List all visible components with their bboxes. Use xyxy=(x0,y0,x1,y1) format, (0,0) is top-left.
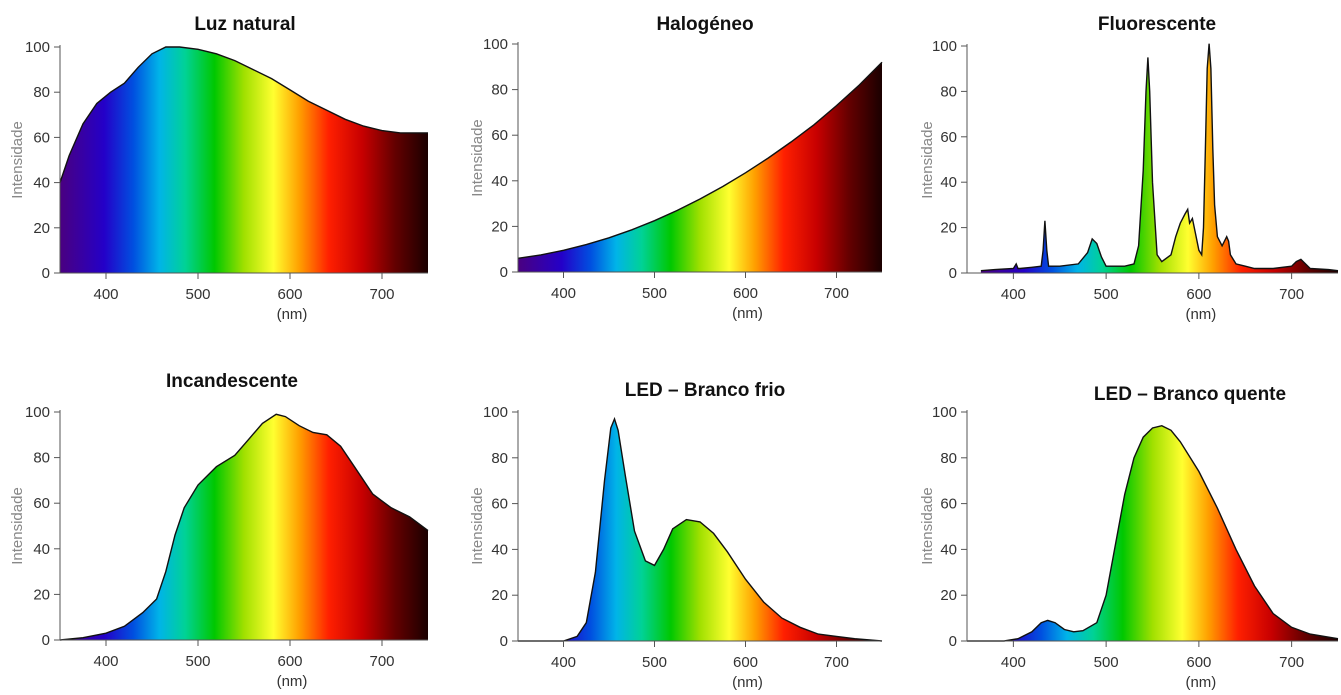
y-tick-label: 20 xyxy=(33,220,50,237)
y-tick-label: 20 xyxy=(940,587,957,604)
x-tick-label: 600 xyxy=(733,654,758,671)
x-axis-label: (nm) xyxy=(277,673,308,690)
y-tick-label: 100 xyxy=(932,404,957,421)
y-tick-label: 60 xyxy=(940,496,957,513)
y-axis-label: Intensidade xyxy=(469,119,486,197)
y-tick-label: 0 xyxy=(42,265,50,282)
x-axis-label: (nm) xyxy=(732,305,763,322)
y-tick-label: 80 xyxy=(33,84,50,101)
y-tick-label: 0 xyxy=(949,265,957,282)
x-tick-label: 500 xyxy=(1094,286,1119,303)
y-tick-label: 40 xyxy=(940,541,957,558)
y-tick-label: 20 xyxy=(940,220,957,237)
spectrum-area xyxy=(518,418,882,641)
x-tick-label: 400 xyxy=(93,286,118,303)
chart-title: LED – Branco frio xyxy=(625,380,785,401)
chart-title: Incandescente xyxy=(166,371,298,392)
x-tick-label: 700 xyxy=(1279,654,1304,671)
y-tick-label: 20 xyxy=(491,587,508,604)
y-tick-label: 100 xyxy=(483,404,508,421)
x-tick-label: 500 xyxy=(185,286,210,303)
y-axis-label: Intensidade xyxy=(9,121,26,199)
x-tick-label: 600 xyxy=(277,653,302,670)
x-tick-label: 400 xyxy=(1001,286,1026,303)
x-tick-label: 400 xyxy=(551,654,576,671)
x-tick-label: 400 xyxy=(551,285,576,302)
spectrum-curve xyxy=(59,413,429,641)
y-tick-label: 0 xyxy=(42,632,50,649)
chart-title: Halogéneo xyxy=(656,14,753,35)
x-tick-label: 600 xyxy=(733,285,758,302)
x-tick-label: 400 xyxy=(1001,654,1026,671)
y-tick-label: 100 xyxy=(25,404,50,421)
x-tick-label: 700 xyxy=(824,654,849,671)
x-tick-label: 700 xyxy=(824,285,849,302)
spectrum-curve xyxy=(518,416,883,642)
y-tick-label: 40 xyxy=(491,541,508,558)
spectrum-panel-6: LED – Branco quente 0 20 40 60 80 100 400 500 600… xyxy=(919,384,1339,691)
spectrum-panel-3: Fluorescente 0 20 40 60 80 100 400 500 600 700 (nm)… xyxy=(919,14,1339,323)
y-tick-label: 100 xyxy=(932,38,957,55)
x-tick-label: 600 xyxy=(1186,286,1211,303)
y-tick-label: 80 xyxy=(33,450,50,467)
spectrum-area xyxy=(60,414,428,640)
x-tick-label: 600 xyxy=(1186,654,1211,671)
y-tick-label: 0 xyxy=(500,633,508,650)
y-tick-label: 40 xyxy=(491,173,508,190)
y-tick-label: 60 xyxy=(33,495,50,512)
x-axis-label: (nm) xyxy=(732,674,763,691)
x-axis-label: (nm) xyxy=(1185,674,1216,691)
y-tick-label: 80 xyxy=(491,450,508,467)
spectrum-panel-4: Incandescente 0 20 40 60 80 100 400 500 600 700 (nm… xyxy=(9,371,429,690)
y-tick-label: 40 xyxy=(940,174,957,191)
x-tick-label: 700 xyxy=(1279,286,1304,303)
y-tick-label: 0 xyxy=(949,633,957,650)
spectrum-curve xyxy=(59,46,428,183)
spectrum-curve xyxy=(517,61,883,259)
x-tick-label: 500 xyxy=(185,653,210,670)
spectrum-area xyxy=(980,43,1338,274)
chart-title: Fluorescente xyxy=(1098,14,1216,35)
y-tick-label: 100 xyxy=(483,36,508,53)
y-tick-label: 60 xyxy=(33,129,50,146)
y-tick-label: 20 xyxy=(33,586,50,603)
x-tick-label: 500 xyxy=(1094,654,1119,671)
y-tick-label: 80 xyxy=(940,83,957,100)
y-axis-label: Intensidade xyxy=(469,487,486,565)
x-tick-label: 400 xyxy=(93,653,118,670)
y-tick-label: 60 xyxy=(940,129,957,146)
x-tick-label: 700 xyxy=(369,653,394,670)
spectrum-panel-5: LED – Branco frio 0 20 40 60 80 100 400 500 600 70… xyxy=(469,380,883,691)
x-tick-label: 700 xyxy=(369,286,394,303)
spectrum-area xyxy=(967,425,1338,641)
spectrum-area xyxy=(518,62,882,273)
y-tick-label: 80 xyxy=(491,82,508,99)
chart-title: LED – Branco quente xyxy=(1094,384,1286,405)
x-axis-label: (nm) xyxy=(277,306,308,323)
x-tick-label: 600 xyxy=(277,286,302,303)
y-axis-label: Intensidade xyxy=(919,121,936,199)
spectrum-curve xyxy=(980,43,1339,272)
y-axis-label: Intensidade xyxy=(919,487,936,565)
y-axis-label: Intensidade xyxy=(9,487,26,565)
spectrum-curve xyxy=(967,424,1339,642)
y-tick-label: 0 xyxy=(500,264,508,281)
y-tick-label: 100 xyxy=(25,39,50,56)
y-tick-label: 60 xyxy=(491,496,508,513)
spectrum-panel-2: Halogéneo 0 20 40 60 80 100 400 500 600 700 (nm) Int… xyxy=(469,14,883,322)
y-tick-label: 80 xyxy=(940,450,957,467)
y-tick-label: 40 xyxy=(33,175,50,192)
x-tick-label: 500 xyxy=(642,285,667,302)
spectrum-panel-1: Luz natural 0 20 40 60 80 100 400 500 600 700 (nm) I… xyxy=(9,14,428,323)
y-tick-label: 20 xyxy=(491,218,508,235)
y-tick-label: 40 xyxy=(33,541,50,558)
y-tick-label: 60 xyxy=(491,127,508,144)
spectrum-area xyxy=(60,47,428,273)
x-axis-label: (nm) xyxy=(1185,306,1216,323)
x-tick-label: 500 xyxy=(642,654,667,671)
chart-title: Luz natural xyxy=(194,14,295,35)
